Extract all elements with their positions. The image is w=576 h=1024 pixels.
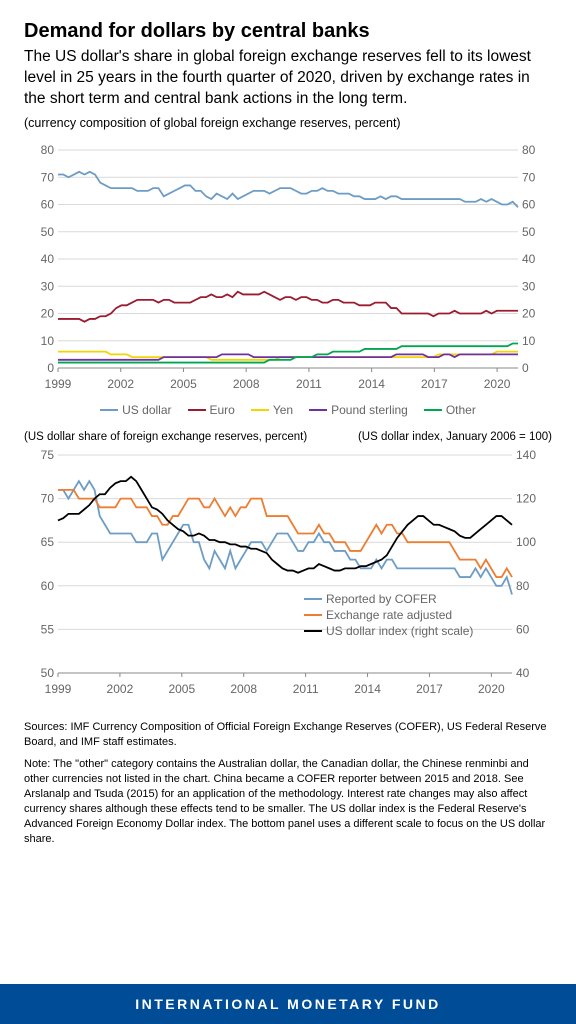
legend-us-dollar: US dollar [100,403,171,417]
svg-text:2002: 2002 [107,377,134,391]
sources: Sources: IMF Currency Composition of Off… [24,720,552,750]
svg-text:10: 10 [522,334,536,348]
svg-text:0: 0 [47,361,54,375]
svg-text:2020: 2020 [484,377,511,391]
svg-text:US dollar index (right scale): US dollar index (right scale) [326,624,473,638]
svg-text:2011: 2011 [293,682,319,696]
svg-text:40: 40 [516,666,530,680]
svg-text:40: 40 [522,252,536,266]
svg-text:120: 120 [516,491,536,505]
chart2-right-label: (US dollar index, January 2006 = 100) [358,431,552,443]
svg-text:2014: 2014 [354,682,381,696]
svg-text:55: 55 [41,622,55,636]
svg-text:70: 70 [522,170,536,184]
svg-text:30: 30 [522,279,536,293]
legend-yen: Yen [251,403,293,417]
chart1: 0010102020303040405050606070708080199920… [24,144,552,417]
svg-text:50: 50 [522,225,536,239]
svg-text:80: 80 [516,579,530,593]
svg-text:140: 140 [516,449,536,462]
svg-text:2017: 2017 [421,377,448,391]
svg-text:40: 40 [41,252,55,266]
legend-pound-sterling: Pound sterling [309,403,408,417]
svg-text:0: 0 [522,361,529,375]
svg-text:2008: 2008 [233,377,260,391]
svg-text:75: 75 [41,449,55,462]
svg-text:30: 30 [41,279,55,293]
svg-text:70: 70 [41,491,55,505]
svg-text:2005: 2005 [170,377,197,391]
svg-text:1999: 1999 [45,377,72,391]
svg-text:2020: 2020 [478,682,505,696]
svg-text:20: 20 [522,306,536,320]
svg-text:60: 60 [41,579,55,593]
svg-text:2014: 2014 [358,377,385,391]
svg-text:50: 50 [41,225,55,239]
chart2-left-label: (US dollar share of foreign exchange res… [24,431,307,443]
chart-meta: (currency composition of global foreign … [24,116,552,130]
svg-text:60: 60 [522,197,536,211]
svg-text:50: 50 [41,666,55,680]
svg-text:Exchange rate adjusted: Exchange rate adjusted [326,608,452,622]
svg-text:2002: 2002 [107,682,134,696]
chart-title: Demand for dollars by central banks [24,20,552,43]
svg-text:80: 80 [522,144,536,157]
note: Note: The "other" category contains the … [24,757,552,846]
svg-text:2005: 2005 [168,682,195,696]
svg-text:80: 80 [41,144,55,157]
svg-text:2011: 2011 [296,377,322,391]
chart-subtitle: The US dollar's share in global foreign … [24,47,552,110]
svg-text:2008: 2008 [230,682,257,696]
svg-text:2017: 2017 [416,682,443,696]
chart1-legend: US dollar Euro Yen Pound sterling Other [24,403,552,417]
svg-text:10: 10 [41,334,55,348]
svg-text:60: 60 [516,622,530,636]
footer: INTERNATIONAL MONETARY FUND [0,984,576,1024]
chart2: 50 55 60 65 70 75 40 60 80 100 120 140 1999 2002 2005 2… [24,449,552,704]
notes: Sources: IMF Currency Composition of Off… [24,720,552,847]
svg-text:20: 20 [41,306,55,320]
svg-text:60: 60 [41,197,55,211]
legend-euro: Euro [188,403,235,417]
svg-text:100: 100 [516,535,536,549]
svg-text:70: 70 [41,170,55,184]
svg-text:65: 65 [41,535,55,549]
svg-text:1999: 1999 [45,682,72,696]
legend-other: Other [424,403,476,417]
svg-text:Reported by COFER: Reported by COFER [326,592,437,606]
